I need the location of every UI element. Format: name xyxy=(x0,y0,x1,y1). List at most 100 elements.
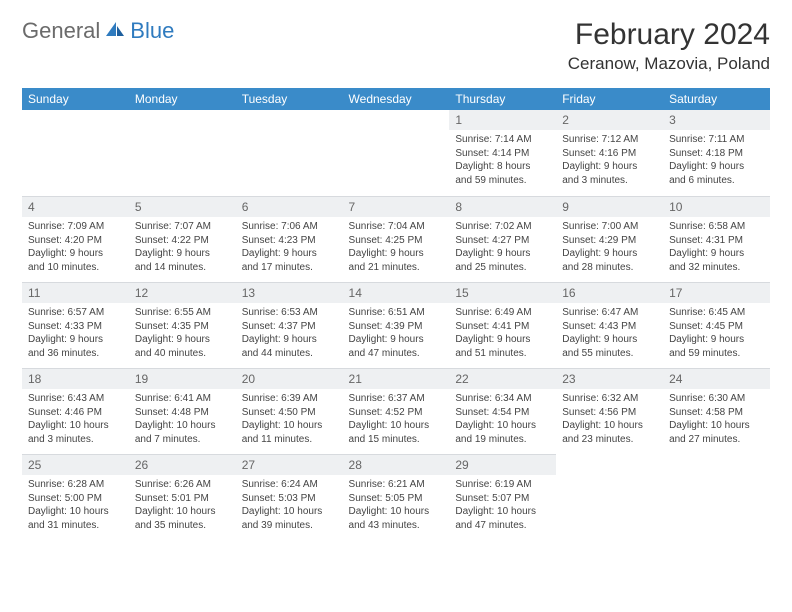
day-detail-line: and 19 minutes. xyxy=(455,433,550,447)
day-detail-line: Daylight: 10 hours xyxy=(242,419,337,433)
day-detail-line: Sunset: 4:39 PM xyxy=(349,320,444,334)
day-number: 21 xyxy=(343,368,450,389)
day-number: 16 xyxy=(556,282,663,303)
brand-part1: General xyxy=(22,18,100,44)
calendar-day-cell: 4Sunrise: 7:09 AMSunset: 4:20 PMDaylight… xyxy=(22,196,129,282)
day-number: 25 xyxy=(22,454,129,475)
day-number: 11 xyxy=(22,282,129,303)
calendar-empty-cell xyxy=(22,110,129,196)
day-details: Sunrise: 7:11 AMSunset: 4:18 PMDaylight:… xyxy=(663,130,770,191)
calendar-day-cell: 6Sunrise: 7:06 AMSunset: 4:23 PMDaylight… xyxy=(236,196,343,282)
day-detail-line: Daylight: 10 hours xyxy=(455,505,550,519)
day-detail-line: Daylight: 10 hours xyxy=(242,505,337,519)
day-detail-line: and 40 minutes. xyxy=(135,347,230,361)
calendar-day-cell: 19Sunrise: 6:41 AMSunset: 4:48 PMDayligh… xyxy=(129,368,236,454)
day-number: 29 xyxy=(449,454,556,475)
day-number: 26 xyxy=(129,454,236,475)
day-detail-line: Sunrise: 6:58 AM xyxy=(669,220,764,234)
day-detail-line: Sunrise: 7:04 AM xyxy=(349,220,444,234)
day-number: 22 xyxy=(449,368,556,389)
calendar-day-cell: 25Sunrise: 6:28 AMSunset: 5:00 PMDayligh… xyxy=(22,454,129,540)
day-detail-line: and 3 minutes. xyxy=(562,174,657,188)
day-detail-line: and 17 minutes. xyxy=(242,261,337,275)
calendar-empty-cell xyxy=(556,454,663,540)
day-number: 15 xyxy=(449,282,556,303)
day-number: 24 xyxy=(663,368,770,389)
day-detail-line: Daylight: 10 hours xyxy=(562,419,657,433)
day-details: Sunrise: 6:28 AMSunset: 5:00 PMDaylight:… xyxy=(22,475,129,536)
day-number: 19 xyxy=(129,368,236,389)
day-detail-line: and 10 minutes. xyxy=(28,261,123,275)
day-detail-line: and 15 minutes. xyxy=(349,433,444,447)
day-details: Sunrise: 6:51 AMSunset: 4:39 PMDaylight:… xyxy=(343,303,450,364)
day-number: 1 xyxy=(449,110,556,130)
day-detail-line: Sunset: 4:20 PM xyxy=(28,234,123,248)
calendar-day-cell: 3Sunrise: 7:11 AMSunset: 4:18 PMDaylight… xyxy=(663,110,770,196)
day-number: 8 xyxy=(449,196,556,217)
day-detail-line: Sunset: 4:37 PM xyxy=(242,320,337,334)
day-number: 3 xyxy=(663,110,770,130)
calendar-day-cell: 7Sunrise: 7:04 AMSunset: 4:25 PMDaylight… xyxy=(343,196,450,282)
day-detail-line: Sunset: 4:52 PM xyxy=(349,406,444,420)
page-header: General Blue February 2024 Ceranow, Mazo… xyxy=(22,18,770,74)
day-number: 2 xyxy=(556,110,663,130)
day-detail-line: Daylight: 9 hours xyxy=(562,333,657,347)
day-detail-line: Daylight: 9 hours xyxy=(669,333,764,347)
day-details: Sunrise: 6:30 AMSunset: 4:58 PMDaylight:… xyxy=(663,389,770,450)
day-detail-line: Sunrise: 7:02 AM xyxy=(455,220,550,234)
weekday-header: Saturday xyxy=(663,88,770,110)
day-details: Sunrise: 7:12 AMSunset: 4:16 PMDaylight:… xyxy=(556,130,663,191)
calendar-empty-cell xyxy=(129,110,236,196)
calendar-day-cell: 5Sunrise: 7:07 AMSunset: 4:22 PMDaylight… xyxy=(129,196,236,282)
calendar-day-cell: 29Sunrise: 6:19 AMSunset: 5:07 PMDayligh… xyxy=(449,454,556,540)
day-detail-line: Sunrise: 6:24 AM xyxy=(242,478,337,492)
calendar-day-cell: 24Sunrise: 6:30 AMSunset: 4:58 PMDayligh… xyxy=(663,368,770,454)
day-detail-line: and 43 minutes. xyxy=(349,519,444,533)
calendar-day-cell: 17Sunrise: 6:45 AMSunset: 4:45 PMDayligh… xyxy=(663,282,770,368)
day-detail-line: Daylight: 9 hours xyxy=(242,333,337,347)
calendar-header-row: SundayMondayTuesdayWednesdayThursdayFrid… xyxy=(22,88,770,110)
day-detail-line: Sunset: 5:00 PM xyxy=(28,492,123,506)
day-detail-line: Sunrise: 6:51 AM xyxy=(349,306,444,320)
day-detail-line: and 3 minutes. xyxy=(28,433,123,447)
day-detail-line: Daylight: 9 hours xyxy=(349,333,444,347)
calendar-day-cell: 15Sunrise: 6:49 AMSunset: 4:41 PMDayligh… xyxy=(449,282,556,368)
calendar-empty-cell xyxy=(343,110,450,196)
day-detail-line: Sunset: 4:18 PM xyxy=(669,147,764,161)
day-number: 9 xyxy=(556,196,663,217)
day-detail-line: Sunset: 4:43 PM xyxy=(562,320,657,334)
day-detail-line: Sunset: 4:46 PM xyxy=(28,406,123,420)
day-details: Sunrise: 7:07 AMSunset: 4:22 PMDaylight:… xyxy=(129,217,236,278)
day-details: Sunrise: 7:14 AMSunset: 4:14 PMDaylight:… xyxy=(449,130,556,191)
day-details: Sunrise: 6:39 AMSunset: 4:50 PMDaylight:… xyxy=(236,389,343,450)
day-details: Sunrise: 7:06 AMSunset: 4:23 PMDaylight:… xyxy=(236,217,343,278)
calendar-day-cell: 22Sunrise: 6:34 AMSunset: 4:54 PMDayligh… xyxy=(449,368,556,454)
day-details: Sunrise: 6:58 AMSunset: 4:31 PMDaylight:… xyxy=(663,217,770,278)
calendar-day-cell: 1Sunrise: 7:14 AMSunset: 4:14 PMDaylight… xyxy=(449,110,556,196)
day-detail-line: Daylight: 9 hours xyxy=(455,247,550,261)
day-detail-line: Daylight: 10 hours xyxy=(349,505,444,519)
day-details: Sunrise: 7:09 AMSunset: 4:20 PMDaylight:… xyxy=(22,217,129,278)
day-detail-line: Sunrise: 6:39 AM xyxy=(242,392,337,406)
weekday-header: Friday xyxy=(556,88,663,110)
day-detail-line: and 25 minutes. xyxy=(455,261,550,275)
calendar-day-cell: 26Sunrise: 6:26 AMSunset: 5:01 PMDayligh… xyxy=(129,454,236,540)
weekday-header: Thursday xyxy=(449,88,556,110)
day-detail-line: Daylight: 9 hours xyxy=(669,247,764,261)
day-number: 18 xyxy=(22,368,129,389)
day-detail-line: Daylight: 10 hours xyxy=(28,505,123,519)
day-details: Sunrise: 7:04 AMSunset: 4:25 PMDaylight:… xyxy=(343,217,450,278)
day-number: 10 xyxy=(663,196,770,217)
day-detail-line: and 21 minutes. xyxy=(349,261,444,275)
calendar-table: SundayMondayTuesdayWednesdayThursdayFrid… xyxy=(22,88,770,540)
day-detail-line: and 28 minutes. xyxy=(562,261,657,275)
day-details: Sunrise: 6:55 AMSunset: 4:35 PMDaylight:… xyxy=(129,303,236,364)
day-detail-line: Sunrise: 6:26 AM xyxy=(135,478,230,492)
day-detail-line: Daylight: 10 hours xyxy=(135,419,230,433)
day-detail-line: and 44 minutes. xyxy=(242,347,337,361)
day-detail-line: and 23 minutes. xyxy=(562,433,657,447)
day-number: 27 xyxy=(236,454,343,475)
day-number: 7 xyxy=(343,196,450,217)
day-details: Sunrise: 6:49 AMSunset: 4:41 PMDaylight:… xyxy=(449,303,556,364)
day-detail-line: Sunset: 4:48 PM xyxy=(135,406,230,420)
